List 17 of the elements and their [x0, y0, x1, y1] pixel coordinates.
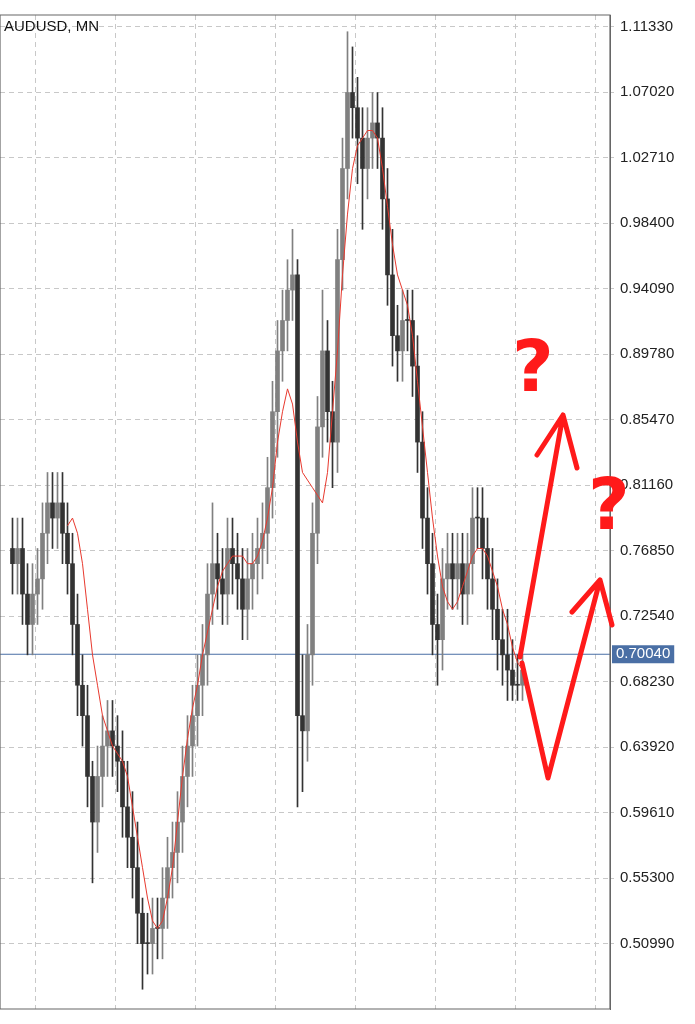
annotation: ? — [512, 324, 554, 408]
chart-title: AUDUSD, MN — [4, 16, 100, 34]
y-tick-label: 1.11330 — [620, 16, 674, 34]
y-tick-label: 0.89780 — [620, 344, 675, 362]
y-tick-label: 0.76850 — [620, 540, 675, 558]
y-tick-label: 0.72540 — [620, 606, 675, 624]
y-tick-label: 1.07020 — [620, 82, 675, 100]
y-tick-label: 1.02710 — [620, 147, 675, 165]
y-tick-label: 0.59610 — [620, 802, 675, 820]
y-tick-label: 0.98400 — [620, 213, 675, 231]
y-tick-label: 0.94090 — [620, 278, 675, 296]
y-tick-label: 0.63920 — [620, 737, 675, 755]
y-tick-label: 0.85470 — [620, 409, 675, 427]
y-tick-label: 0.68230 — [620, 671, 675, 689]
y-tick-label: 0.55300 — [620, 868, 675, 886]
y-tick-label: 0.50990 — [620, 933, 675, 951]
ref-line-label: 0.70040 — [616, 644, 671, 662]
